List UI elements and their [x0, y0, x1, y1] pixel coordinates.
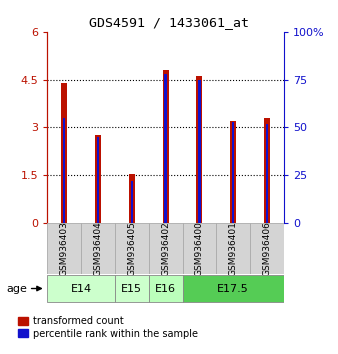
Bar — [165, 74, 167, 223]
Bar — [61, 83, 67, 223]
Text: GSM936400: GSM936400 — [195, 221, 204, 276]
Bar — [266, 124, 268, 223]
Bar — [97, 137, 99, 223]
Text: E16: E16 — [155, 284, 176, 293]
Bar — [163, 70, 169, 223]
Bar — [129, 174, 135, 223]
Bar — [232, 122, 235, 223]
Bar — [230, 121, 236, 223]
Bar — [115, 223, 149, 274]
Bar — [47, 275, 115, 302]
Text: GSM936404: GSM936404 — [94, 221, 102, 276]
Text: GSM936402: GSM936402 — [161, 221, 170, 276]
Bar — [250, 223, 284, 274]
Bar — [131, 181, 133, 223]
Bar — [183, 275, 284, 302]
Text: GSM936406: GSM936406 — [263, 221, 271, 276]
Bar — [264, 118, 270, 223]
Bar — [47, 223, 81, 274]
Bar — [183, 223, 216, 274]
Text: GSM936401: GSM936401 — [229, 221, 238, 276]
Bar — [63, 118, 66, 223]
Bar — [198, 80, 201, 223]
Text: GSM936405: GSM936405 — [127, 221, 136, 276]
Bar — [95, 136, 101, 223]
Legend: transformed count, percentile rank within the sample: transformed count, percentile rank withi… — [18, 316, 198, 339]
Text: age: age — [7, 284, 28, 293]
Text: E17.5: E17.5 — [217, 284, 249, 293]
Bar — [196, 76, 202, 223]
Text: GDS4591 / 1433061_at: GDS4591 / 1433061_at — [89, 16, 249, 29]
Text: GSM936403: GSM936403 — [60, 221, 69, 276]
Bar — [216, 223, 250, 274]
Bar — [149, 275, 183, 302]
Bar — [81, 223, 115, 274]
Text: E15: E15 — [121, 284, 142, 293]
Text: E14: E14 — [71, 284, 92, 293]
Bar — [149, 223, 183, 274]
Bar — [115, 275, 149, 302]
